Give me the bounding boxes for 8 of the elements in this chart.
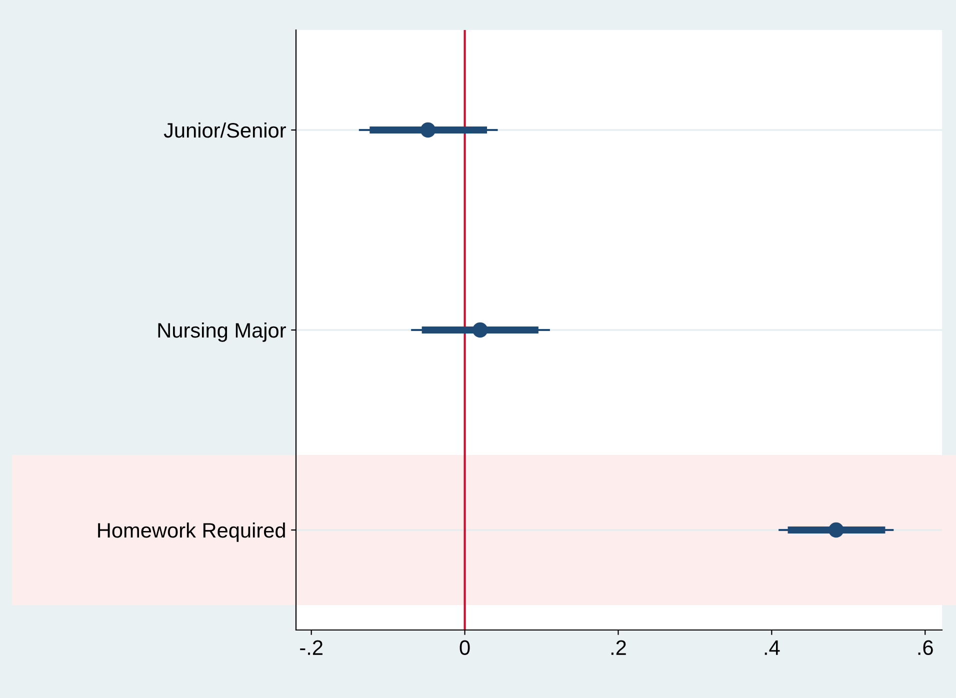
y-tick-label: Nursing Major bbox=[158, 322, 286, 342]
x-tick-label: 0 bbox=[460, 640, 470, 656]
y-tick-label: Junior/Senior bbox=[164, 122, 286, 138]
x-tick-label: -.2 bbox=[300, 640, 322, 655]
x-tick-label: .4 bbox=[764, 640, 780, 655]
y-tick-label: Homework Required bbox=[98, 522, 285, 542]
x-tick-label: .6 bbox=[918, 640, 933, 656]
x-tick-label: .2 bbox=[611, 640, 626, 655]
